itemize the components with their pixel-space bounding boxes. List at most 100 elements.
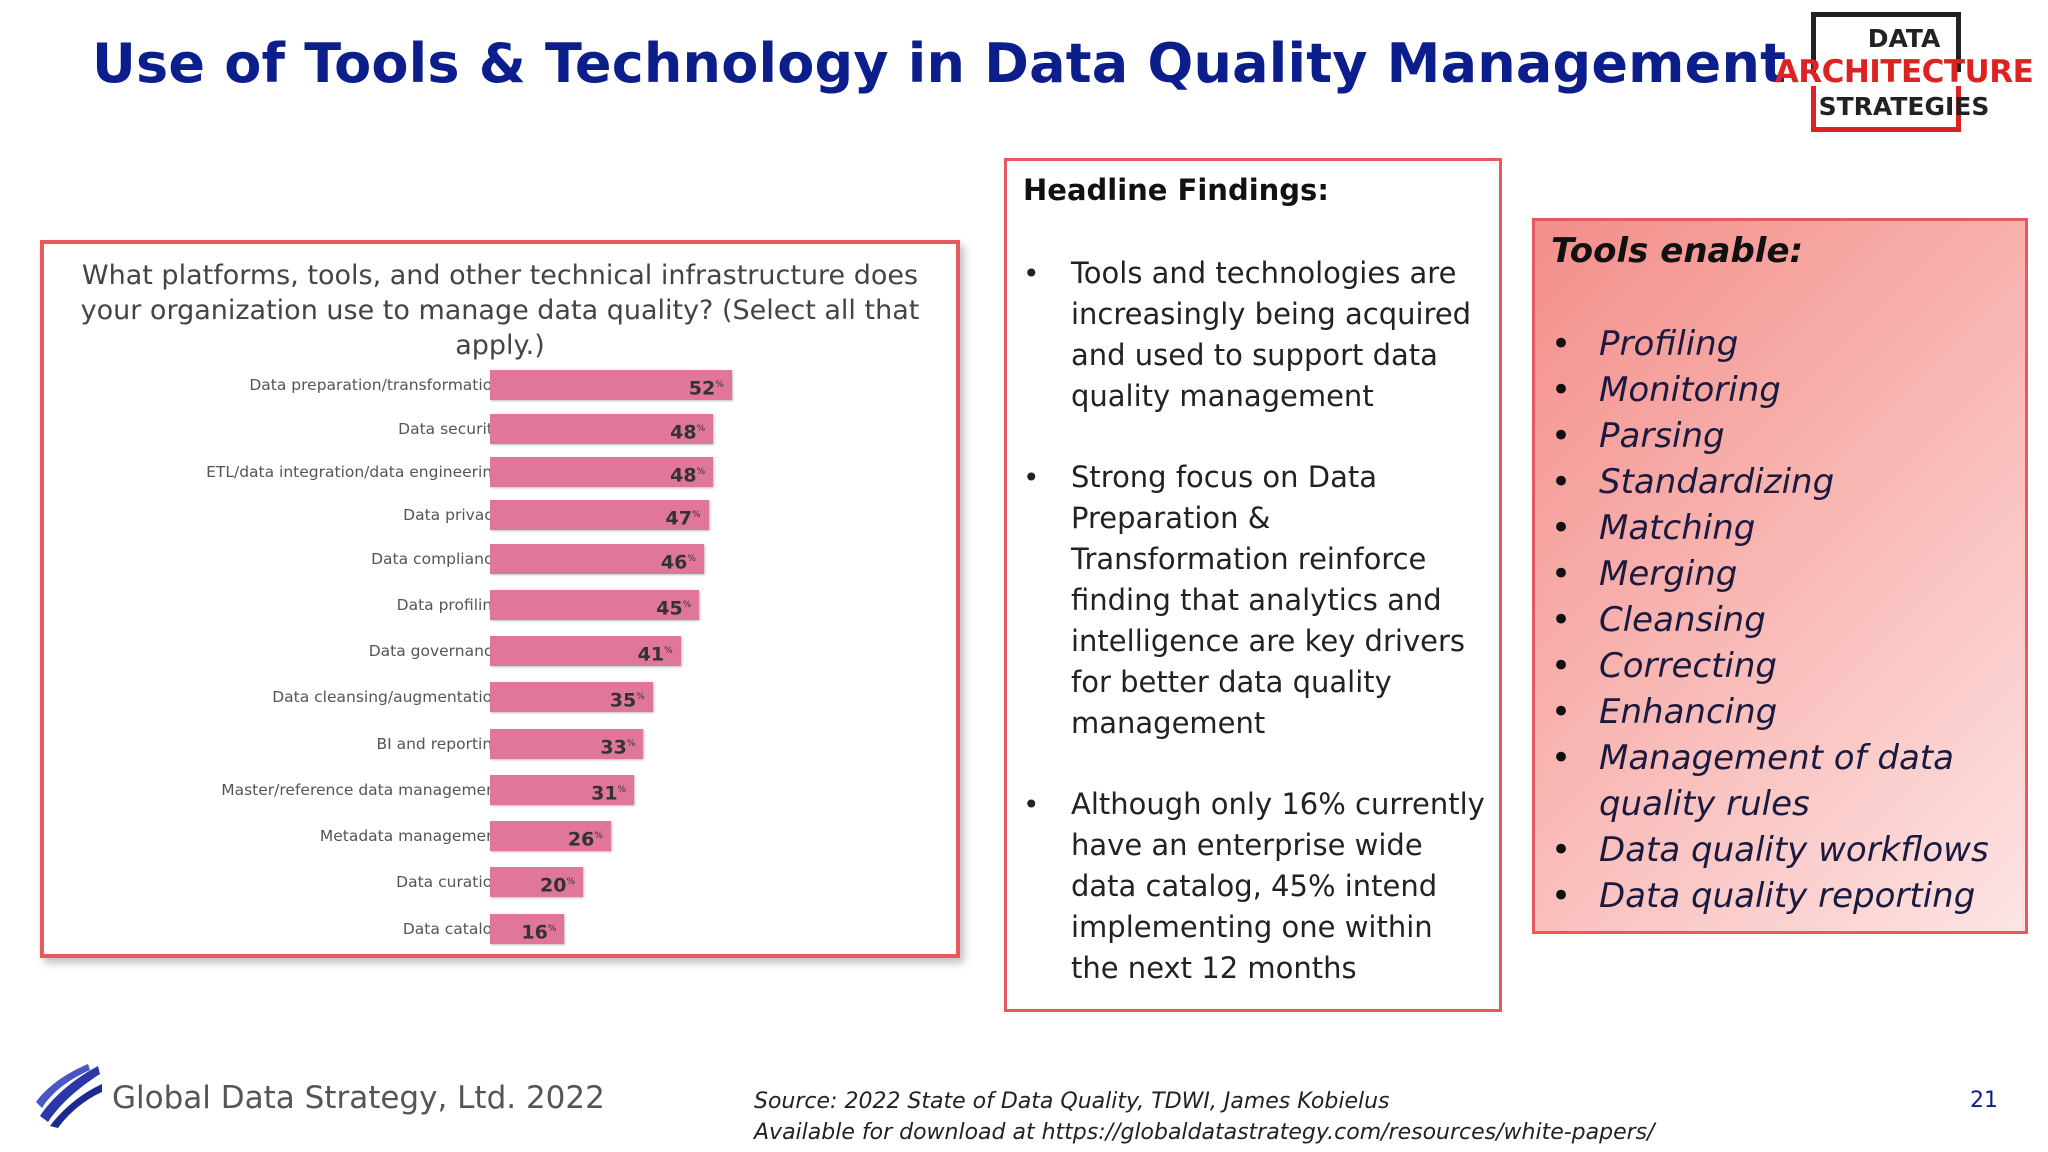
tool-item: Enhancing [1535, 689, 2025, 735]
bar-value-label: 46% [660, 551, 696, 574]
bar-row: Data curation 20% [44, 867, 956, 897]
bar-value-label: 47% [665, 507, 701, 530]
tool-item: Data quality reporting [1535, 873, 2025, 919]
data-architecture-strategies-logo: DATA ARCHITECTURE STRATEGIES [1768, 12, 2040, 136]
bar-value-label: 48% [670, 421, 706, 444]
bar-row: Data preparation/transformation 52% [44, 370, 956, 400]
bar-category-label: BI and reporting [376, 735, 502, 753]
bar-row: Data security 48% [44, 414, 956, 444]
bar: 52% [490, 370, 732, 400]
bar-value-label: 35% [609, 689, 645, 712]
findings-heading: Headline Findings: [1023, 173, 1329, 207]
bar-row: Master/reference data management 31% [44, 775, 956, 805]
bar: 16% [490, 914, 565, 944]
findings-list: Tools and technologies are increasingly … [1007, 253, 1499, 1029]
footer-company: Global Data Strategy, Ltd. 2022 [112, 1080, 605, 1116]
bar: 46% [490, 544, 704, 574]
tool-item: Parsing [1535, 413, 2025, 459]
headline-findings-box: Headline Findings: Tools and technologie… [1004, 158, 1502, 1012]
tools-list: Profiling Monitoring Parsing Standardizi… [1535, 321, 2025, 919]
bar-category-label: Data compliance [371, 550, 502, 568]
slide-title: Use of Tools & Technology in Data Qualit… [92, 32, 1787, 95]
bar: 26% [490, 821, 611, 851]
tool-item: Matching [1535, 505, 2025, 551]
bar-value-unit: % [715, 380, 724, 390]
bar-row: BI and reporting 33% [44, 729, 956, 759]
bar-value-label: 48% [670, 464, 706, 487]
bar-value-label: 31% [591, 782, 627, 805]
bar-category-label: Data curation [396, 873, 502, 891]
bar-row: Data catalog 16% [44, 914, 956, 944]
chart-question: What platforms, tools, and other technic… [80, 260, 920, 361]
bar-value-unit: % [547, 924, 557, 934]
bar-value-label: 52% [688, 377, 724, 400]
bar-category-label: Data catalog [402, 920, 502, 938]
finding-item: Although only 16% currently have an ente… [1007, 784, 1499, 989]
tools-heading: Tools enable: [1551, 231, 1804, 271]
bar-row: Data profiling 45% [44, 590, 956, 620]
bar: 48% [490, 457, 714, 487]
tool-item: Standardizing [1535, 459, 2025, 505]
source-line-2: Available for download at https://global… [754, 1120, 1655, 1145]
bar-value-unit: % [687, 554, 696, 564]
global-data-strategy-logo-icon [36, 1064, 102, 1128]
finding-item: Strong focus on Data Preparation & Trans… [1007, 457, 1499, 744]
tool-item: Profiling [1535, 321, 2025, 367]
bar: 45% [490, 590, 700, 620]
bar-category-label: Metadata management [319, 827, 502, 845]
bar-category-label: Data profiling [396, 596, 502, 614]
bar-value-label: 26% [567, 828, 603, 851]
bar: 48% [490, 414, 714, 444]
logo-line-1: DATA [1867, 24, 1941, 53]
bar-category-label: Data cleansing/augmentation [272, 688, 502, 706]
bar-value-unit: % [636, 692, 645, 702]
bar-row: Metadata management 26% [44, 821, 956, 851]
bar-category-label: Data security [398, 420, 502, 438]
tool-item: Monitoring [1535, 367, 2025, 413]
bar-value-label: 33% [600, 736, 636, 759]
bar: 47% [490, 500, 709, 530]
bar-chart: Data preparation/transformation 52% Data s… [44, 244, 956, 954]
bar-value-unit: % [696, 467, 706, 477]
logo-line-3: STRATEGIES [1818, 92, 1990, 121]
bar: 33% [490, 729, 644, 759]
bar-row: ETL/data integration/data engineering 48% [44, 457, 956, 487]
bar-value-label: 41% [637, 643, 673, 666]
bar-value-unit: % [594, 831, 603, 841]
bar-category-label: Data governance [368, 642, 502, 660]
bar-value-unit: % [626, 739, 636, 749]
bar: 20% [490, 867, 583, 897]
logo-frame-bottom [1811, 86, 1961, 132]
bar: 35% [490, 682, 653, 712]
bar-row: Data privacy 47% [44, 500, 956, 530]
bar-row: Data governance 41% [44, 636, 956, 666]
bar-value-unit: % [691, 510, 701, 520]
logo-line-2: ARCHITECTURE [1774, 54, 2034, 90]
source-citation: Source: 2022 State of Data Quality, TDWI… [754, 1086, 1655, 1148]
bar-category-label: Data preparation/transformation [249, 376, 502, 394]
finding-item: Tools and technologies are increasingly … [1007, 253, 1499, 417]
tools-enable-box: Tools enable: Profiling Monitoring Parsi… [1532, 218, 2028, 934]
tool-item: Data quality workflows [1535, 827, 2025, 873]
bar-row: Data cleansing/augmentation 35% [44, 682, 956, 712]
bar-value-label: 45% [656, 597, 692, 620]
bar-category-label: Master/reference data management [221, 781, 502, 799]
logo-frame-top [1811, 12, 1961, 72]
bar-value-unit: % [617, 785, 627, 795]
bar-value-unit: % [696, 424, 706, 434]
tool-item: Merging [1535, 551, 2025, 597]
bar: 41% [490, 636, 681, 666]
page-number: 21 [1970, 1088, 1998, 1113]
survey-chart-card: What platforms, tools, and other technic… [40, 240, 960, 958]
bar-row: Data compliance 46% [44, 544, 956, 574]
bar-value-label: 16% [521, 921, 557, 944]
source-line-1: Source: 2022 State of Data Quality, TDWI… [754, 1089, 1390, 1114]
bar-value-label: 20% [539, 874, 575, 897]
tool-item: Cleansing [1535, 597, 2025, 643]
bar-value-unit: % [566, 877, 575, 887]
bar: 31% [490, 775, 635, 805]
bar-category-label: ETL/data integration/data engineering [206, 463, 502, 481]
tool-item: Correcting [1535, 643, 2025, 689]
bar-value-unit: % [682, 600, 692, 610]
bar-value-unit: % [664, 646, 673, 656]
